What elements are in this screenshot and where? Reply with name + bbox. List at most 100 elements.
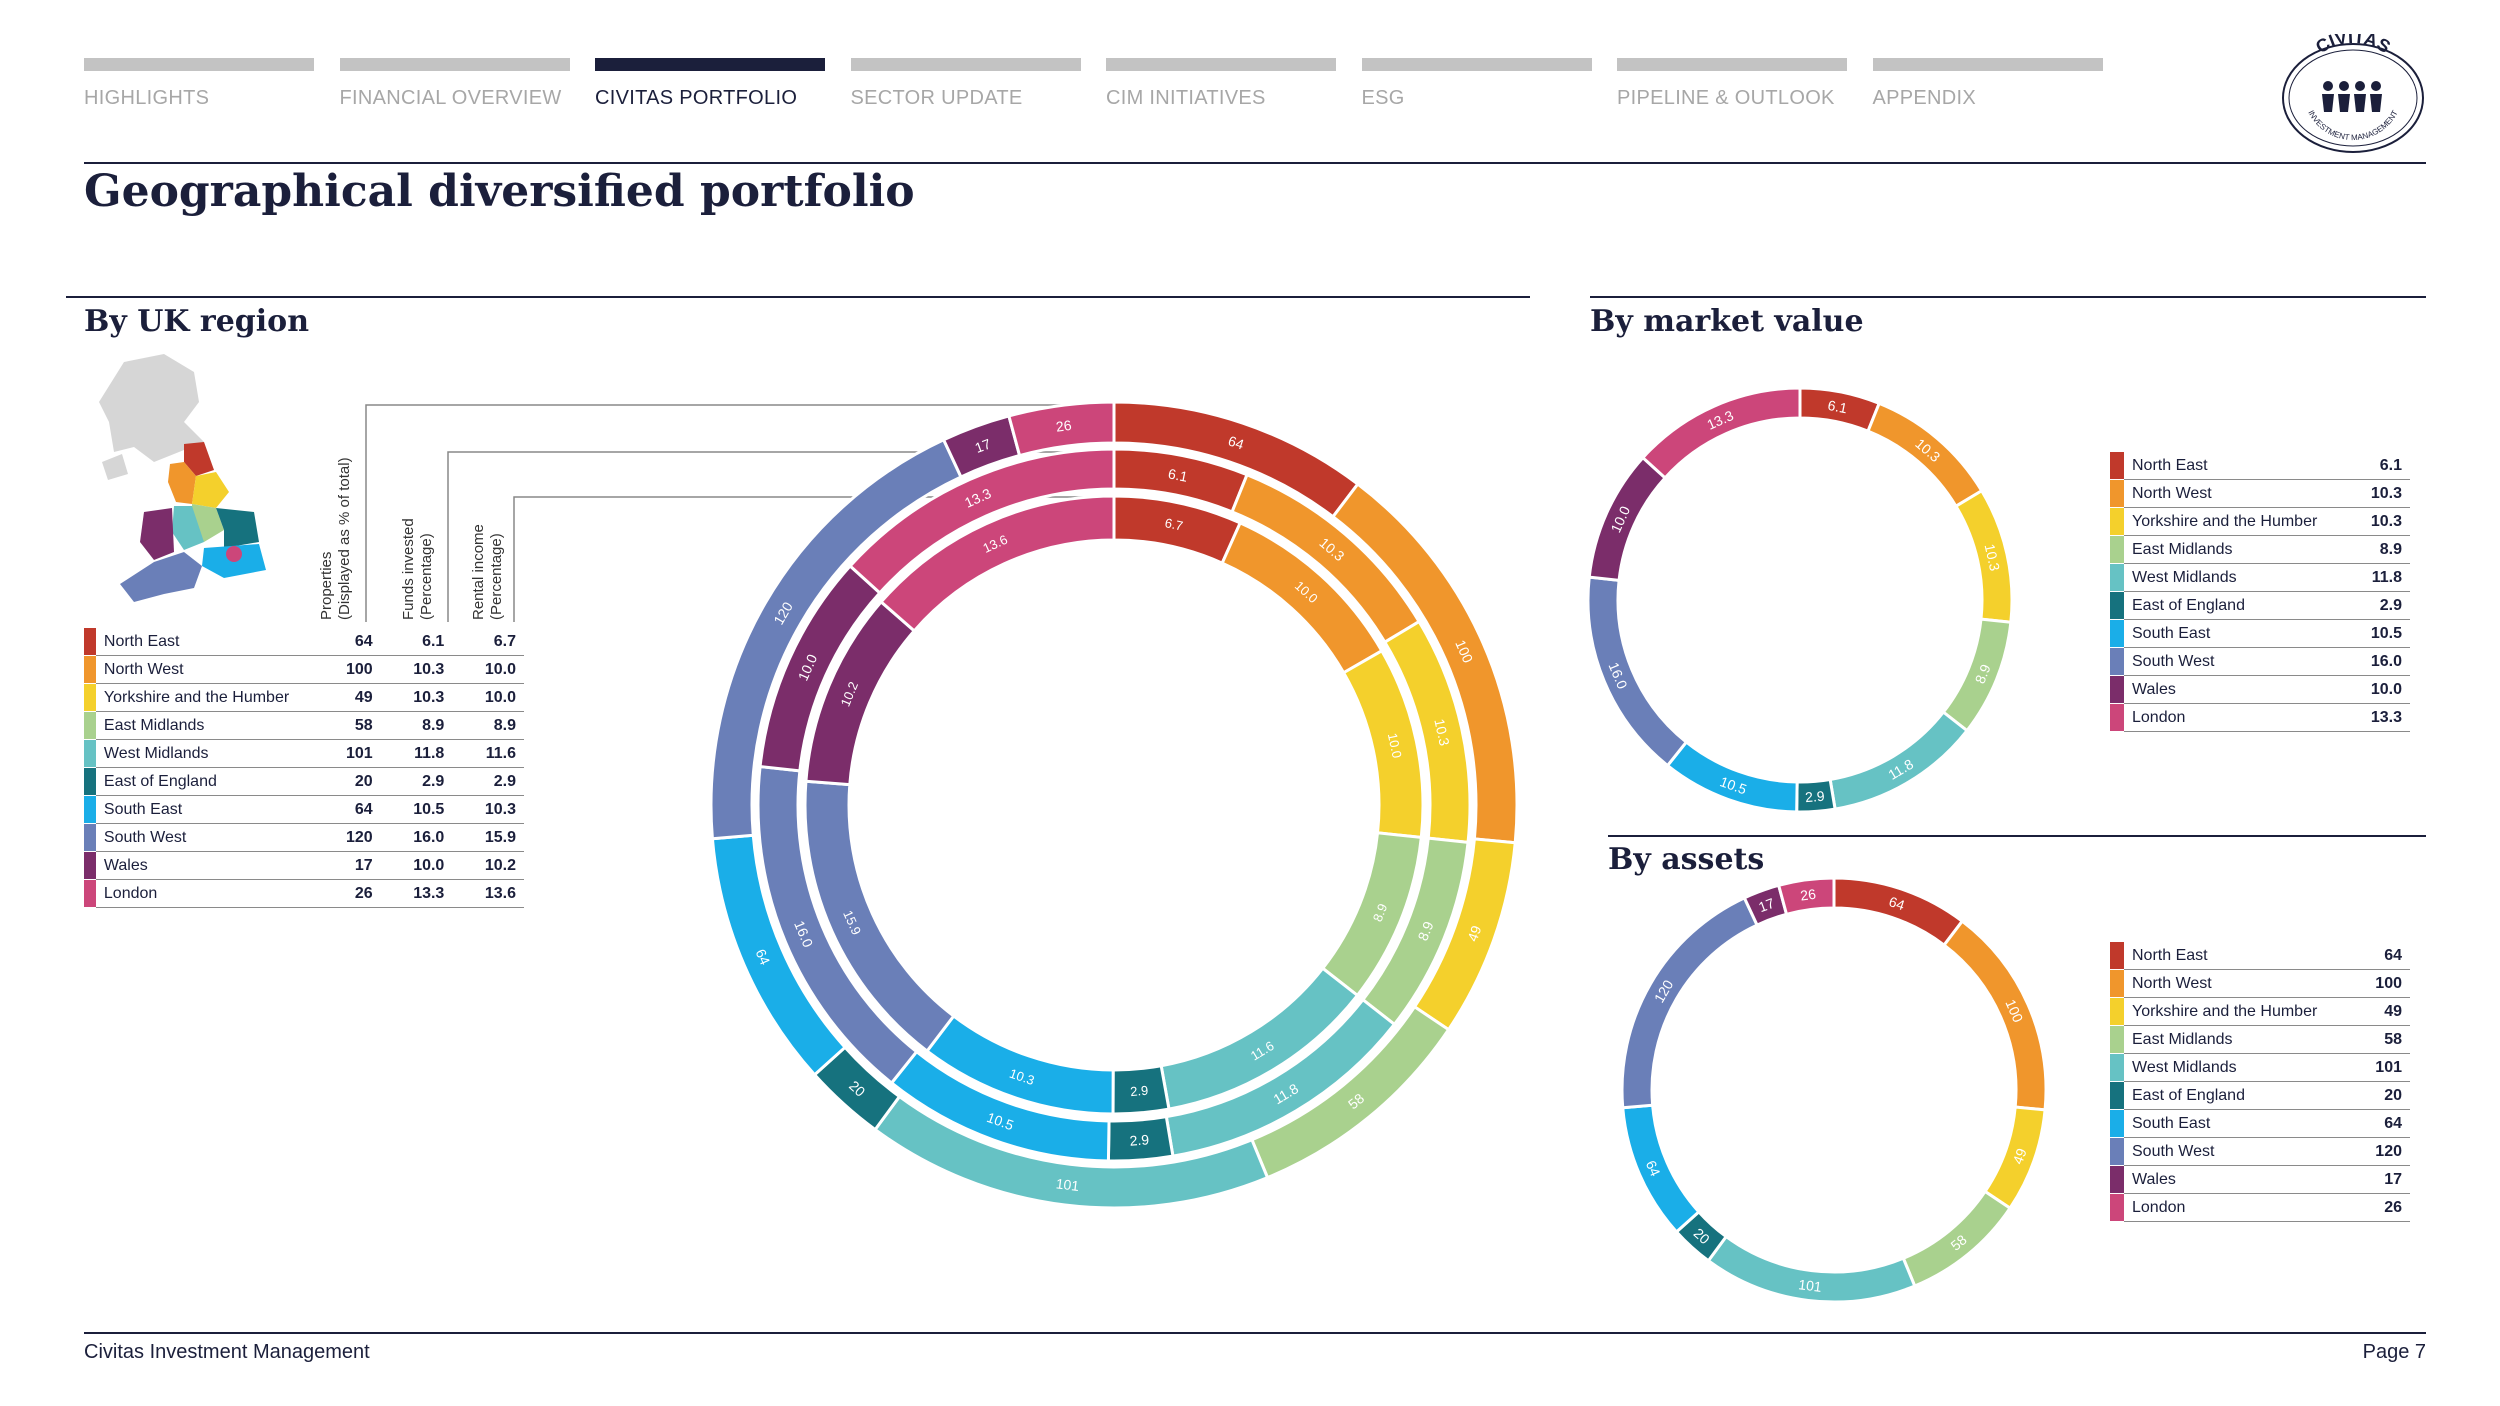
legend-swatch [84, 739, 96, 768]
legend-label: Wales [2124, 1165, 2360, 1194]
properties-value: 100 [326, 655, 381, 684]
legend-label: North East [2124, 942, 2360, 970]
assets-label: 64 [1887, 893, 1907, 913]
legend-value: 8.9 [2355, 535, 2410, 564]
multi-ring-2-label: 8.9 [1370, 901, 1391, 923]
legend-swatch [84, 767, 96, 796]
rental-value: 8.9 [452, 711, 524, 740]
legend-label: East Midlands [2124, 1025, 2360, 1054]
funds-value: 10.5 [380, 795, 453, 824]
funds-value: 13.3 [380, 879, 453, 908]
properties-value: 64 [326, 795, 381, 824]
multi-ring-0-label: 17 [973, 435, 993, 455]
legend-row: South East 64 [2110, 1109, 2410, 1138]
nav-tab-7[interactable]: APPENDIX [1872, 58, 2103, 110]
assets-label: 17 [1756, 895, 1776, 915]
legend-swatch [2110, 647, 2124, 676]
legend-row: West Midlands 101 [2110, 1053, 2410, 1082]
nav-tab-5[interactable]: ESG [1361, 58, 1592, 110]
multi-ring-2-slice [878, 494, 1116, 633]
market-value-label: 6.1 [1826, 397, 1848, 416]
properties-value: 101 [326, 739, 381, 768]
legend-swatch [2110, 619, 2124, 648]
nav-tab-bar [1872, 58, 2103, 71]
market-value-label: 2.9 [1805, 788, 1826, 805]
leader-line [365, 404, 1114, 622]
legend-label: East Midlands [2124, 535, 2356, 564]
legend-row: South East 10.5 [2110, 619, 2410, 648]
legend-label: Yorkshire and the Humber [2124, 507, 2356, 536]
legend-value: 20 [2359, 1081, 2410, 1110]
uk-region-table: North East 64 6.1 6.7 North West 100 10.3 10.0 Y… [84, 628, 524, 908]
region-name: North East [95, 628, 327, 656]
market-section-rule [1590, 296, 2426, 298]
nav-tab-bar [84, 58, 314, 71]
properties-value: 17 [326, 851, 381, 880]
legend-swatch [2110, 507, 2124, 536]
legend-swatch [2110, 942, 2124, 970]
legend-value: 17 [2359, 1165, 2410, 1194]
multi-ring-2-label: 2.9 [1130, 1083, 1149, 1100]
multi-ring-0-label: 64 [1226, 432, 1246, 452]
legend-label: West Midlands [2124, 563, 2356, 592]
rental-value: 10.3 [452, 795, 524, 824]
page-number: Page 7 [2362, 1341, 2426, 1363]
region-name: West Midlands [95, 739, 327, 768]
legend-row: North West 10.3 [2110, 479, 2410, 508]
funds-value: 10.3 [380, 655, 453, 684]
nav-tab-bar [1106, 58, 1336, 71]
funds-value: 10.0 [380, 851, 453, 880]
funds-value: 2.9 [380, 767, 453, 796]
legend-row: East of England 2.9 [2110, 591, 2410, 620]
market-value-slice [1640, 386, 1802, 480]
table-row: South West 120 16.0 15.9 [84, 823, 524, 852]
funds-value: 10.3 [380, 683, 453, 712]
nav-tab-bar [1361, 58, 1592, 71]
legend-swatch [84, 655, 96, 684]
legend-swatch [2110, 563, 2124, 592]
nav-tab-label: PIPELINE & OUTLOOK [1617, 87, 1835, 109]
market-value-label: 10.3 [1982, 542, 2004, 572]
table-row: East of England 20 2.9 2.9 [84, 767, 524, 796]
legend-label: East of England [2124, 591, 2356, 620]
legend-label: Wales [2124, 675, 2356, 704]
table-row: North West 100 10.3 10.0 [84, 655, 524, 684]
funds-value: 8.9 [380, 711, 453, 740]
legend-label: London [2124, 1193, 2360, 1222]
legend-row: North East 6.1 [2110, 452, 2410, 480]
legend-label: South East [2124, 1109, 2360, 1138]
nav-tab-1[interactable]: FINANCIAL OVERVIEW [339, 58, 570, 110]
region-name: South East [95, 795, 327, 824]
nav-tab-0[interactable]: HIGHLIGHTS [84, 58, 314, 110]
legend-value: 2.9 [2355, 591, 2410, 620]
region-name: East of England [95, 767, 327, 796]
legend-value: 26 [2359, 1193, 2410, 1222]
legend-value: 64 [2359, 942, 2410, 970]
nav-tab-4[interactable]: CIM INITIATIVES [1106, 58, 1336, 110]
people-icon [2322, 81, 2382, 112]
legend-swatch [84, 879, 96, 908]
rental-value: 13.6 [452, 879, 524, 908]
properties-value: 49 [326, 683, 381, 712]
legend-swatch [2110, 452, 2124, 480]
legend-label: North West [2124, 969, 2360, 998]
properties-value: 64 [326, 628, 381, 656]
legend-label: North West [2124, 479, 2356, 508]
nav-tab-3[interactable]: SECTOR UPDATE [850, 58, 1081, 110]
rental-value: 6.7 [452, 628, 524, 656]
nav-tab-2[interactable]: CIVITAS PORTFOLIO [595, 58, 825, 110]
legend-swatch [2110, 591, 2124, 620]
legend-value: 10.3 [2355, 507, 2410, 536]
properties-value: 58 [326, 711, 381, 740]
market-value-slice [1586, 575, 1689, 768]
legend-swatch [84, 823, 96, 852]
assets-label: 64 [1643, 1158, 1664, 1179]
legend-row: South West 120 [2110, 1137, 2410, 1166]
nav-tab-bar [339, 58, 570, 71]
nav-tab-label: CIM INITIATIVES [1106, 87, 1266, 109]
multi-ring-0-label: 64 [753, 947, 774, 968]
multi-ring-1-label: 6.1 [1167, 465, 1189, 484]
legend-swatch [84, 795, 96, 824]
nav-tab-6[interactable]: PIPELINE & OUTLOOK [1617, 58, 1847, 110]
